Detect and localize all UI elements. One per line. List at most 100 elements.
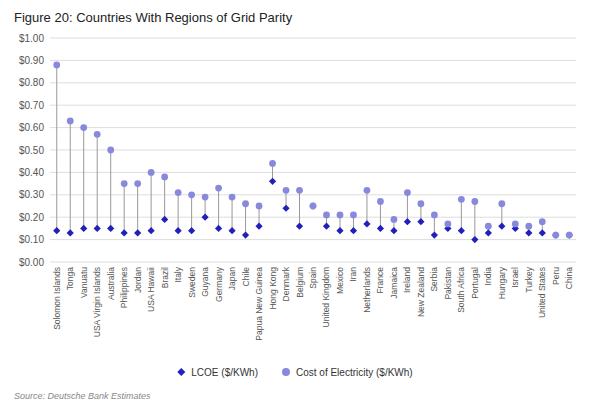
x-tick-label: Jordan	[133, 267, 143, 293]
point	[296, 223, 303, 230]
range-line	[474, 202, 475, 240]
point	[323, 212, 330, 219]
point	[485, 223, 492, 230]
point	[188, 191, 195, 198]
x-tick-label: Hungary	[497, 266, 507, 299]
point	[323, 223, 330, 230]
point	[215, 225, 222, 232]
x-tick-label: Netherlands	[362, 267, 372, 313]
grid-line	[50, 262, 576, 263]
x-tick-label: Italy	[173, 266, 183, 282]
point	[525, 229, 532, 236]
range-line	[380, 202, 381, 229]
legend: LCOE ($/KWh) Cost of Electricity ($/KWh)	[177, 367, 412, 378]
point	[269, 160, 276, 167]
grid-line	[50, 150, 576, 151]
x-tick-label: Vanuatu	[79, 267, 89, 298]
x-tick-label: Mexico	[335, 267, 345, 294]
x-tick-label: Solomon Islands	[52, 267, 62, 330]
point	[80, 124, 87, 131]
point	[512, 221, 519, 228]
x-tick-label: Turkey	[524, 266, 534, 292]
range-line	[461, 199, 462, 230]
point	[431, 232, 438, 239]
x-tick-label: France	[375, 267, 385, 294]
grid-line	[50, 38, 576, 39]
range-line	[232, 197, 233, 231]
point	[255, 223, 262, 230]
point	[417, 200, 424, 207]
range-line	[218, 188, 219, 228]
y-tick-label: $0.40	[19, 167, 44, 178]
x-tick-label: Serbia	[429, 267, 439, 292]
x-tick-label: China	[564, 267, 574, 289]
x-tick-label: Brazil	[160, 267, 170, 288]
point	[175, 189, 182, 196]
point	[363, 220, 370, 227]
grid-line	[50, 172, 576, 173]
point	[498, 200, 505, 207]
x-tick-label: Chile	[241, 267, 251, 287]
point	[282, 205, 289, 212]
x-tick-label: India	[483, 267, 493, 286]
range-line	[245, 204, 246, 235]
grid-line	[50, 82, 576, 83]
x-tick-label: Tonga	[65, 267, 75, 290]
marks	[53, 61, 573, 243]
point	[215, 185, 222, 192]
point	[417, 218, 424, 225]
legend-marker	[282, 368, 290, 376]
point	[444, 221, 451, 228]
x-tick-label: Iran	[348, 267, 358, 282]
point	[566, 232, 573, 239]
y-tick-label: $0.60	[19, 122, 44, 133]
point	[242, 232, 249, 239]
point	[552, 232, 559, 239]
grid-line	[50, 217, 576, 218]
point	[458, 227, 465, 234]
range-line	[299, 190, 300, 226]
range-line	[366, 190, 367, 224]
x-tick-label: USA Virgin Islands	[92, 267, 102, 337]
range-line	[178, 193, 179, 231]
x-tick-label: USA Hawaii	[146, 267, 156, 312]
point	[242, 200, 249, 207]
x-tick-label: Philippines	[119, 267, 129, 308]
x-tick-label: Israel	[510, 267, 520, 288]
range-line	[191, 195, 192, 231]
range-line	[137, 184, 138, 233]
point	[296, 187, 303, 194]
point	[350, 212, 357, 219]
y-tick-label: $0.30	[19, 189, 44, 200]
grid-line	[50, 127, 576, 128]
legend-label: LCOE ($/KWh)	[191, 367, 258, 378]
point	[121, 180, 128, 187]
y-axis: $0.00$0.10$0.20$0.30$0.40$0.50$0.60$0.70…	[19, 33, 576, 268]
y-tick-label: $0.90	[19, 55, 44, 66]
point	[404, 218, 411, 225]
point	[94, 225, 101, 232]
point	[161, 173, 168, 180]
range-line	[110, 150, 111, 228]
x-tick-label: Peru	[551, 267, 561, 285]
point	[67, 229, 74, 236]
point	[107, 225, 114, 232]
grid-line	[50, 194, 576, 195]
point	[458, 196, 465, 203]
y-tick-label: $0.00	[19, 257, 44, 268]
x-tick-label: Sweden	[187, 267, 197, 298]
chart: Figure 20: Countries With Regions of Gri…	[0, 0, 590, 411]
point	[471, 236, 478, 243]
point	[148, 227, 155, 234]
point	[256, 203, 263, 210]
x-tick-label: Guyana	[200, 267, 210, 297]
point	[539, 229, 546, 236]
point	[188, 227, 195, 234]
range-line	[83, 128, 84, 229]
point	[539, 218, 546, 225]
x-tick-label: Hong Kong	[268, 267, 278, 310]
point	[283, 187, 290, 194]
title: Figure 20: Countries With Regions of Gri…	[14, 10, 293, 25]
point	[107, 147, 114, 154]
legend-label: Cost of Electricity ($/KWh)	[296, 367, 413, 378]
